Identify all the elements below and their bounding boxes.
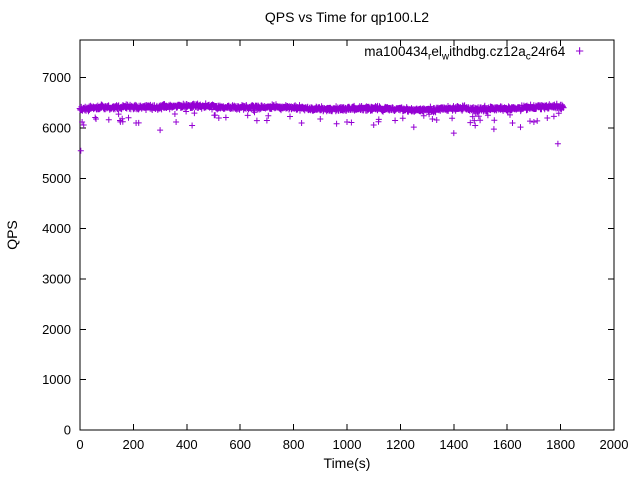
y-tick-label: 2000 [42,322,71,337]
x-tick-label: 800 [283,437,305,452]
chart-title: QPS vs Time for qp100.L2 [264,9,430,25]
legend-label: ma100434relwithdbg.cz12ac24r64 [364,44,566,63]
y-tick-label: 3000 [42,272,71,287]
scatter-points-series-0 [76,100,567,154]
y-tick-label: 0 [64,423,71,438]
y-tick-label: 5000 [42,171,71,186]
x-tick-label: 0 [76,437,83,452]
y-tick-label: 1000 [42,372,71,387]
x-tick-label: 400 [176,437,198,452]
y-tick-label: 6000 [42,121,71,136]
x-tick-label: 2000 [600,437,629,452]
y-tick-label: 7000 [42,70,71,85]
legend-marker-plus-icon: + [575,43,584,60]
plot-border [79,39,615,431]
y-axis-label: QPS [4,220,20,250]
x-tick-label: 1400 [439,437,468,452]
x-tick-label: 1600 [493,437,522,452]
x-tick-label: 1800 [546,437,575,452]
y-tick-label: 4000 [42,221,71,236]
x-tick-label: 1000 [333,437,362,452]
x-tick-label: 200 [123,437,145,452]
x-tick-label: 1200 [386,437,415,452]
x-tick-label: 600 [229,437,251,452]
x-axis-label: Time(s) [323,455,371,471]
legend: ma100434relwithdbg.cz12ac24r64 + [364,44,584,63]
